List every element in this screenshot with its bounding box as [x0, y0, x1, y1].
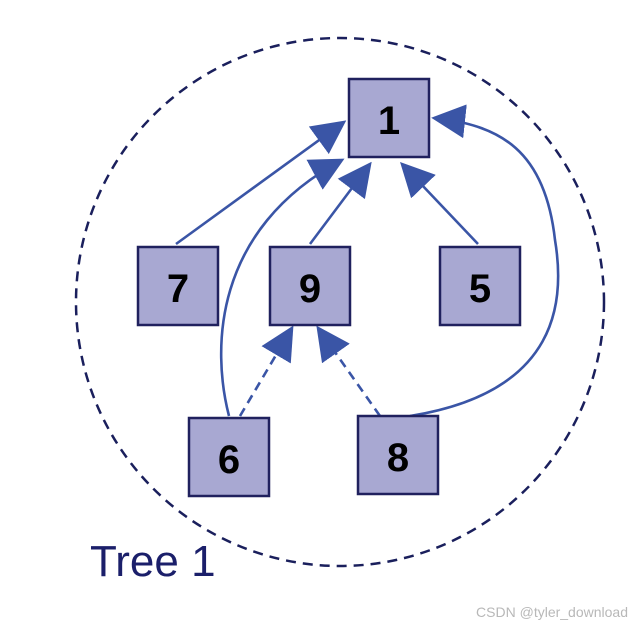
edge-9-to-1: [308, 161, 372, 245]
node-6-label: 6: [218, 438, 240, 482]
edge-8-to-9-dashed: [316, 325, 382, 417]
node-7-label: 7: [167, 267, 189, 311]
tree-caption: Tree 1: [90, 537, 216, 586]
node-1: 1: [347, 77, 431, 159]
node-1-label: 1: [378, 99, 400, 143]
edge-6-to-1: [219, 158, 345, 417]
node-5-label: 5: [469, 267, 491, 311]
node-8: 8: [356, 414, 440, 496]
node-9: 9: [268, 245, 352, 327]
tree-boundary-circle: [74, 36, 606, 568]
node-6: 6: [187, 416, 271, 498]
node-8-label: 8: [387, 436, 409, 480]
edge-6-to-9-dashed: [238, 325, 294, 417]
node-9-label: 9: [299, 267, 321, 311]
edge-5-to-1: [400, 161, 479, 245]
edge-8-to-1: [409, 104, 560, 418]
node-7: 7: [136, 245, 220, 327]
edge-7-to-1: [175, 120, 347, 246]
node-5: 5: [438, 245, 522, 327]
watermark-text: CSDN @tyler_download: [476, 604, 628, 620]
